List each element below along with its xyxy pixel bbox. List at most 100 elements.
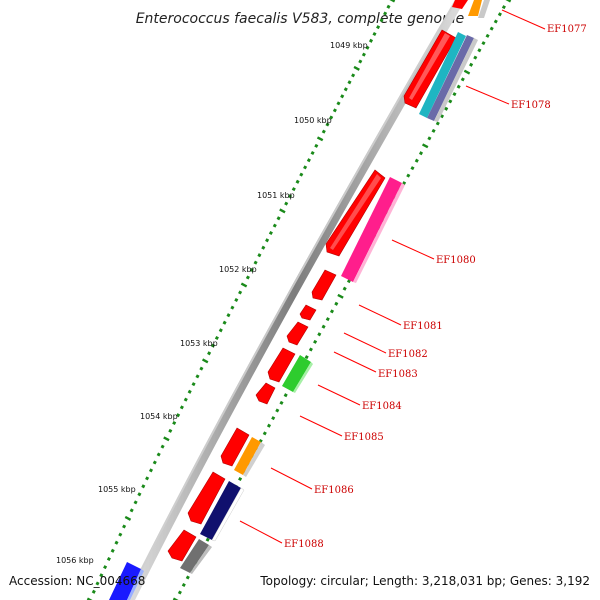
minor-tick-mark xyxy=(321,324,326,329)
gene-arrow[interactable] xyxy=(187,471,226,525)
minor-tick-mark xyxy=(195,374,200,379)
gene-arrow[interactable] xyxy=(341,177,402,282)
minor-tick-mark xyxy=(222,320,227,325)
minor-tick-mark xyxy=(145,476,150,481)
backbone-highlight xyxy=(125,0,457,600)
label-leader xyxy=(317,384,361,406)
scale-tick-label: 1055 kbp xyxy=(98,485,136,494)
gene-arrow[interactable] xyxy=(299,304,317,321)
minor-tick-mark xyxy=(325,122,330,127)
gene-label[interactable]: EF1077 xyxy=(547,24,587,35)
gene-arrow[interactable] xyxy=(211,487,245,542)
major-tick-mark xyxy=(163,436,170,442)
gene-arrow[interactable] xyxy=(419,32,466,118)
gene-arrow[interactable] xyxy=(286,321,309,346)
major-tick-mark xyxy=(353,65,360,71)
minor-tick-mark xyxy=(372,31,377,37)
gene-arrow[interactable] xyxy=(427,35,474,121)
gene-label[interactable]: EF1085 xyxy=(344,432,384,443)
minor-tick-mark xyxy=(379,18,384,23)
gene-arrow[interactable] xyxy=(325,169,386,257)
minor-tick-mark xyxy=(481,41,486,46)
gene-arrow[interactable] xyxy=(190,545,212,574)
label-leader xyxy=(299,415,343,437)
gene-shadow xyxy=(330,174,381,250)
gene-label[interactable]: EF1080 xyxy=(436,255,476,266)
minor-tick-mark xyxy=(133,500,138,505)
minor-tick-mark xyxy=(376,25,381,30)
gene-arrow[interactable] xyxy=(127,569,144,600)
minor-tick-mark xyxy=(279,400,284,405)
gene-arrow[interactable] xyxy=(468,0,482,16)
minor-tick-mark xyxy=(386,4,391,9)
minor-tick-mark xyxy=(477,48,482,53)
minor-tick-mark xyxy=(183,397,188,402)
scale-labels: 1049 kbp 1050 kbp 1051 kbp 1052 kbp 1053… xyxy=(56,41,368,565)
gene-arrow[interactable] xyxy=(167,529,197,562)
minor-tick-mark xyxy=(283,393,288,398)
minor-tick-mark xyxy=(418,151,424,156)
gene-arrow[interactable] xyxy=(255,382,276,405)
gene-arrow[interactable] xyxy=(403,29,457,109)
minor-tick-mark xyxy=(230,305,235,310)
minor-tick-mark xyxy=(308,347,313,352)
minor-tick-mark xyxy=(210,343,216,348)
major-tick-mark xyxy=(316,136,324,142)
minor-tick-mark xyxy=(137,492,142,497)
minor-tick-mark xyxy=(238,476,243,482)
gene-label[interactable]: EF1082 xyxy=(388,349,428,360)
label-leader xyxy=(501,9,546,30)
major-tick-mark xyxy=(504,0,512,3)
gene-arrow[interactable] xyxy=(234,437,261,475)
major-tick-mark xyxy=(124,515,132,521)
minor-tick-mark xyxy=(207,351,212,356)
minor-tick-mark xyxy=(191,382,196,387)
scale-tick-label: 1051 kbp xyxy=(257,191,295,200)
gene-arrow[interactable] xyxy=(434,38,478,122)
gene-label[interactable]: EF1083 xyxy=(378,369,418,380)
minor-tick-mark xyxy=(234,297,239,303)
major-tick-mark xyxy=(337,293,344,299)
gene-arrow[interactable] xyxy=(200,481,241,540)
gene-arrow[interactable] xyxy=(267,347,296,383)
gene-arrow[interactable] xyxy=(452,0,468,9)
minor-tick-mark xyxy=(141,484,146,489)
gene-arrow[interactable] xyxy=(293,362,313,393)
minor-tick-mark xyxy=(347,80,352,85)
minor-tick-mark xyxy=(226,313,231,318)
gene-arrow[interactable] xyxy=(353,183,405,283)
gene-arrow[interactable] xyxy=(478,0,490,18)
minor-tick-mark xyxy=(435,121,440,126)
minor-tick-mark xyxy=(91,589,96,594)
minor-tick-mark xyxy=(340,94,345,99)
minor-tick-mark xyxy=(321,129,326,134)
gene-arrow[interactable] xyxy=(180,539,209,573)
gene-label[interactable]: EF1088 xyxy=(284,539,324,550)
gene-label[interactable]: EF1078 xyxy=(511,100,551,111)
minor-tick-mark xyxy=(303,165,308,170)
minor-tick-mark xyxy=(460,77,465,82)
minor-tick-mark xyxy=(148,468,154,473)
minor-tick-mark xyxy=(304,355,309,360)
label-leader xyxy=(358,304,402,326)
gene-arrow[interactable] xyxy=(109,562,141,600)
scale-tick-label: 1054 kbp xyxy=(140,412,178,421)
gene-arrow[interactable] xyxy=(220,427,250,467)
minor-tick-mark xyxy=(168,428,173,433)
minor-tick-mark xyxy=(177,590,182,595)
gene-label[interactable]: EF1081 xyxy=(403,321,443,332)
minor-tick-mark xyxy=(310,150,315,156)
gene-label[interactable]: EF1084 xyxy=(362,401,402,412)
minor-tick-mark xyxy=(383,11,388,16)
minor-tick-mark xyxy=(406,173,411,178)
minor-tick-mark xyxy=(410,166,415,171)
minor-tick-mark xyxy=(325,317,330,322)
gene-arrow[interactable] xyxy=(311,269,337,301)
minor-tick-mark xyxy=(95,581,100,586)
gene-arrow[interactable] xyxy=(243,442,265,477)
gene-arrow[interactable] xyxy=(282,355,311,392)
minor-tick-mark xyxy=(249,267,254,273)
gene-label[interactable]: EF1086 xyxy=(314,485,354,496)
minor-tick-mark xyxy=(501,5,506,10)
minor-tick-mark xyxy=(152,460,157,465)
